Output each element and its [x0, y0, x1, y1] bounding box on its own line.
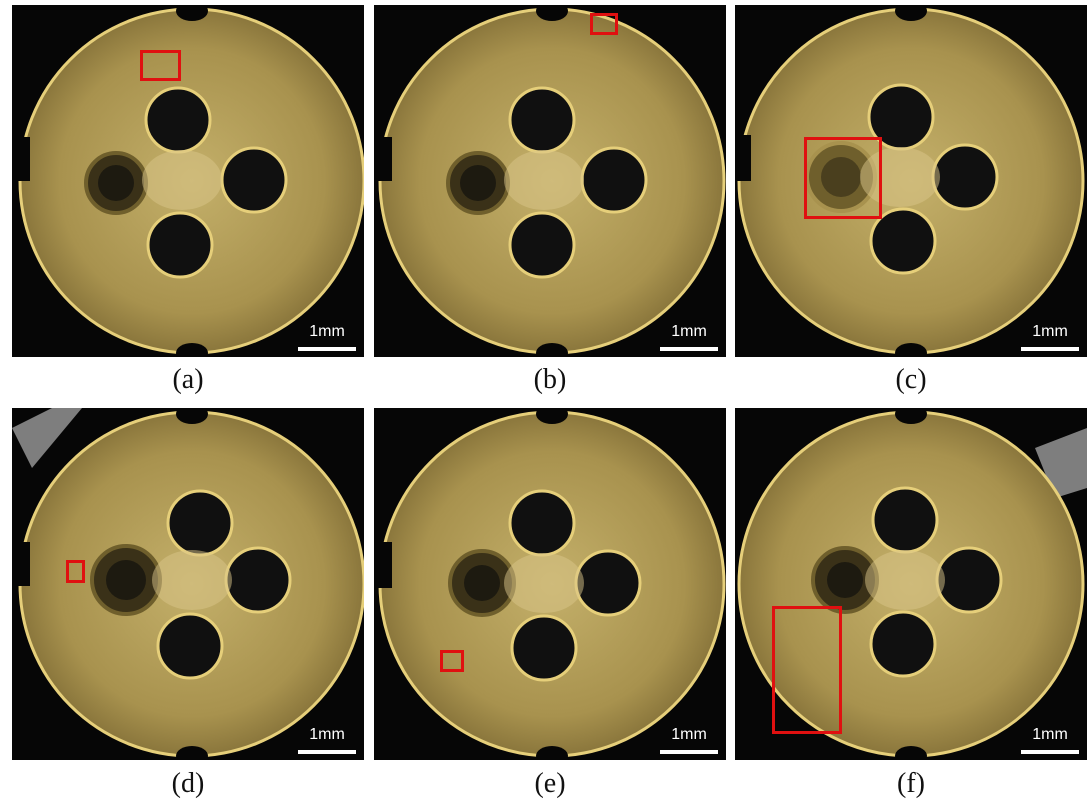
damage-highlight-box — [66, 560, 85, 583]
scale-bar-line — [298, 347, 356, 351]
scale-bar: 1mm — [1021, 323, 1079, 351]
scale-bar: 1mm — [660, 323, 718, 351]
caption-b: (b) — [533, 364, 567, 395]
disk-image — [374, 408, 726, 760]
caption-f: (f) — [897, 768, 925, 799]
panel-d: 1mm — [12, 408, 364, 760]
scale-bar-line — [1021, 750, 1079, 754]
damage-highlight-box — [140, 50, 181, 81]
damage-highlight-box — [772, 606, 842, 734]
scale-bar-label: 1mm — [671, 323, 707, 340]
scale-bar: 1mm — [298, 726, 356, 754]
scale-bar-label: 1mm — [1032, 726, 1068, 743]
caption-c: (c) — [895, 364, 927, 395]
damage-highlight-box — [590, 13, 618, 35]
panel-f: 1mm — [735, 408, 1087, 760]
caption-d: (d) — [171, 768, 205, 799]
panel-a: 1mm — [12, 5, 364, 357]
scale-bar-line — [1021, 347, 1079, 351]
scale-bar-line — [660, 347, 718, 351]
scale-bar-line — [298, 750, 356, 754]
disk-image — [12, 408, 364, 760]
scale-bar-label: 1mm — [309, 726, 345, 743]
disk-image — [12, 5, 364, 357]
disk-image — [374, 5, 726, 357]
panel-e: 1mm — [374, 408, 726, 760]
caption-e: (e) — [534, 768, 566, 799]
scale-bar: 1mm — [298, 323, 356, 351]
scale-bar-line — [660, 750, 718, 754]
scale-bar-label: 1mm — [309, 323, 345, 340]
panel-c: 1mm — [735, 5, 1087, 357]
scale-bar: 1mm — [660, 726, 718, 754]
damage-highlight-box — [440, 650, 464, 672]
panel-b: 1mm — [374, 5, 726, 357]
scale-bar-label: 1mm — [671, 726, 707, 743]
scale-bar-label: 1mm — [1032, 323, 1068, 340]
disk-image — [735, 5, 1085, 357]
disk-image — [737, 408, 1087, 760]
caption-a: (a) — [172, 364, 204, 395]
damage-highlight-box — [804, 137, 882, 219]
scale-bar: 1mm — [1021, 726, 1079, 754]
